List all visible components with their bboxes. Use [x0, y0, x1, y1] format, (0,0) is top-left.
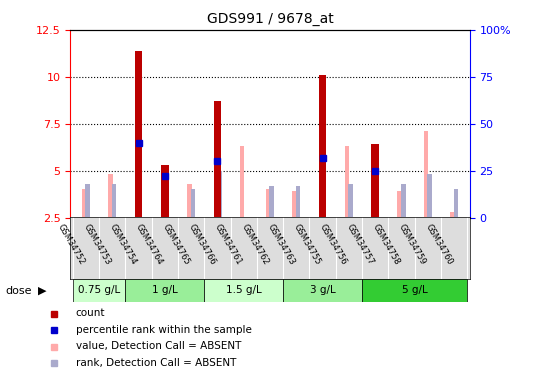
Bar [401, 184, 406, 218]
Bar [454, 189, 458, 217]
Bar [85, 184, 90, 218]
Text: GSM34752: GSM34752 [56, 222, 86, 266]
Bar [423, 131, 428, 218]
Bar [345, 146, 349, 218]
Bar [296, 186, 300, 218]
Bar [73, 279, 125, 302]
Bar [397, 191, 402, 217]
Bar [292, 191, 297, 217]
Bar [108, 174, 113, 217]
Bar [125, 279, 204, 302]
Text: GSM34753: GSM34753 [82, 222, 112, 267]
Text: rank, Detection Call = ABSENT: rank, Detection Call = ABSENT [76, 358, 236, 368]
Bar [135, 51, 142, 217]
Text: percentile rank within the sample: percentile rank within the sample [76, 325, 252, 335]
Bar [161, 165, 168, 218]
Text: 5 g/L: 5 g/L [402, 285, 428, 295]
Title: GDS991 / 9678_at: GDS991 / 9678_at [207, 12, 333, 26]
Bar [217, 171, 221, 217]
Bar [427, 174, 432, 217]
Text: 3 g/L: 3 g/L [310, 285, 335, 295]
Text: GSM34761: GSM34761 [213, 222, 244, 267]
Bar [283, 279, 362, 302]
Bar [214, 101, 221, 217]
Bar [450, 212, 455, 217]
Bar [240, 146, 244, 218]
Text: GSM34754: GSM34754 [108, 222, 139, 266]
Text: GSM34765: GSM34765 [160, 222, 191, 267]
Bar [112, 184, 117, 218]
Text: GSM34766: GSM34766 [187, 222, 218, 267]
Bar [266, 189, 271, 217]
Text: GSM34759: GSM34759 [397, 222, 428, 266]
Bar [204, 279, 283, 302]
Text: 0.75 g/L: 0.75 g/L [78, 285, 120, 295]
Text: count: count [76, 309, 105, 318]
Bar [82, 189, 86, 217]
Text: GSM34762: GSM34762 [239, 222, 270, 267]
Bar [187, 184, 192, 218]
Bar [372, 144, 379, 218]
Text: GSM34755: GSM34755 [292, 222, 322, 266]
Bar [362, 279, 467, 302]
Text: dose: dose [5, 286, 32, 296]
Bar [269, 186, 274, 218]
Bar [191, 189, 195, 217]
Text: GSM34756: GSM34756 [318, 222, 349, 267]
Text: ▶: ▶ [38, 286, 46, 296]
Text: value, Detection Call = ABSENT: value, Detection Call = ABSENT [76, 342, 241, 351]
Text: 1 g/L: 1 g/L [152, 285, 178, 295]
Text: GSM34763: GSM34763 [266, 222, 296, 267]
Text: GSM34757: GSM34757 [345, 222, 375, 267]
Bar [348, 184, 353, 218]
Bar [319, 75, 326, 217]
Text: 1.5 g/L: 1.5 g/L [226, 285, 261, 295]
Text: GSM34758: GSM34758 [371, 222, 401, 267]
Text: GSM34764: GSM34764 [134, 222, 165, 267]
Text: GSM34760: GSM34760 [423, 222, 454, 267]
